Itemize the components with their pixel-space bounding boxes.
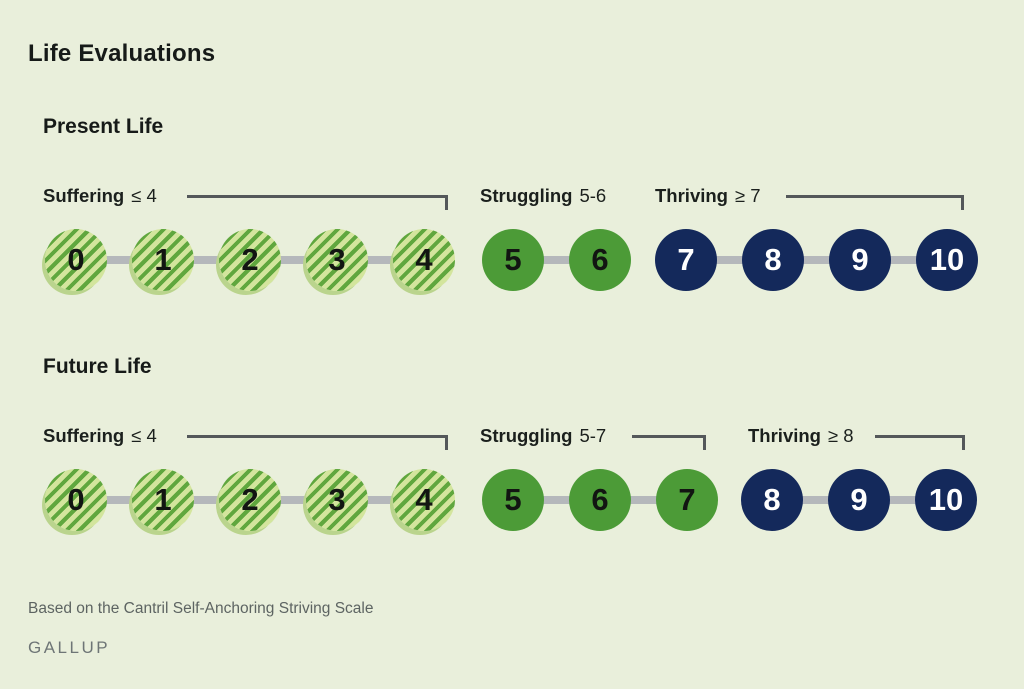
- present-thriving-scale: 7 8 9 10: [655, 229, 978, 291]
- future-thriving-bracket: [875, 435, 965, 450]
- future-struggling-label-word: Struggling: [480, 425, 573, 446]
- future-suffering-label-range: ≤ 4: [131, 425, 157, 446]
- future-suffering-label-word: Suffering: [43, 425, 125, 446]
- future-struggling-label-range: 5-7: [579, 425, 607, 446]
- scale-circle-9: 9: [828, 469, 890, 531]
- scale-circle-8: 8: [741, 469, 803, 531]
- present-struggling-label: Struggling 5-6: [480, 185, 606, 207]
- scale-circle-0: 0: [45, 229, 107, 291]
- scale-circle-6: 6: [569, 229, 631, 291]
- scale-circle-0: 0: [45, 469, 107, 531]
- present-struggling-label-word: Struggling: [480, 185, 573, 206]
- future-thriving-label-word: Thriving: [748, 425, 821, 446]
- scale-circle-4: 4: [393, 229, 455, 291]
- scale-circle-2: 2: [219, 469, 281, 531]
- future-thriving-label-range: ≥ 8: [827, 425, 854, 446]
- scale-circle-2: 2: [219, 229, 281, 291]
- future-suffering-scale: 0 1 2 3 4: [45, 469, 455, 531]
- future-struggling-label: Struggling 5-7: [480, 425, 606, 447]
- scale-circle-9: 9: [829, 229, 891, 291]
- present-thriving-label: Thriving ≥ 7: [655, 185, 761, 207]
- page-title: Life Evaluations: [28, 40, 216, 67]
- present-suffering-bracket: [187, 195, 448, 210]
- present-suffering-label-range: ≤ 4: [131, 185, 157, 206]
- future-struggling-bracket: [632, 435, 706, 450]
- scale-circle-5: 5: [482, 469, 544, 531]
- present-suffering-label-word: Suffering: [43, 185, 125, 206]
- scale-circle-7: 7: [655, 229, 717, 291]
- scale-circle-10: 10: [916, 229, 978, 291]
- present-thriving-label-word: Thriving: [655, 185, 728, 206]
- gallup-logo: GALLUP: [28, 638, 111, 657]
- present-thriving-bracket: [786, 195, 964, 210]
- scale-circle-1: 1: [132, 229, 194, 291]
- present-struggling-scale: 5 6: [482, 229, 631, 291]
- future-suffering-bracket: [187, 435, 448, 450]
- scale-circle-3: 3: [306, 469, 368, 531]
- future-life-heading: Future Life: [43, 355, 152, 378]
- present-suffering-scale: 0 1 2 3 4: [45, 229, 455, 291]
- scale-circle-6: 6: [569, 469, 631, 531]
- present-life-heading: Present Life: [43, 115, 164, 138]
- scale-circle-7: 7: [656, 469, 718, 531]
- scale-circle-8: 8: [742, 229, 804, 291]
- future-struggling-scale: 5 6 7: [482, 469, 718, 531]
- future-thriving-label: Thriving ≥ 8: [748, 425, 854, 447]
- scale-circle-5: 5: [482, 229, 544, 291]
- future-suffering-label: Suffering ≤ 4: [43, 425, 157, 447]
- scale-circle-3: 3: [306, 229, 368, 291]
- scale-circle-10: 10: [915, 469, 977, 531]
- present-thriving-label-range: ≥ 7: [734, 185, 761, 206]
- present-struggling-label-range: 5-6: [579, 185, 607, 206]
- source-note: Based on the Cantril Self-Anchoring Stri…: [28, 600, 374, 617]
- scale-circle-4: 4: [393, 469, 455, 531]
- present-suffering-label: Suffering ≤ 4: [43, 185, 157, 207]
- future-thriving-scale: 8 9 10: [741, 469, 977, 531]
- scale-circle-1: 1: [132, 469, 194, 531]
